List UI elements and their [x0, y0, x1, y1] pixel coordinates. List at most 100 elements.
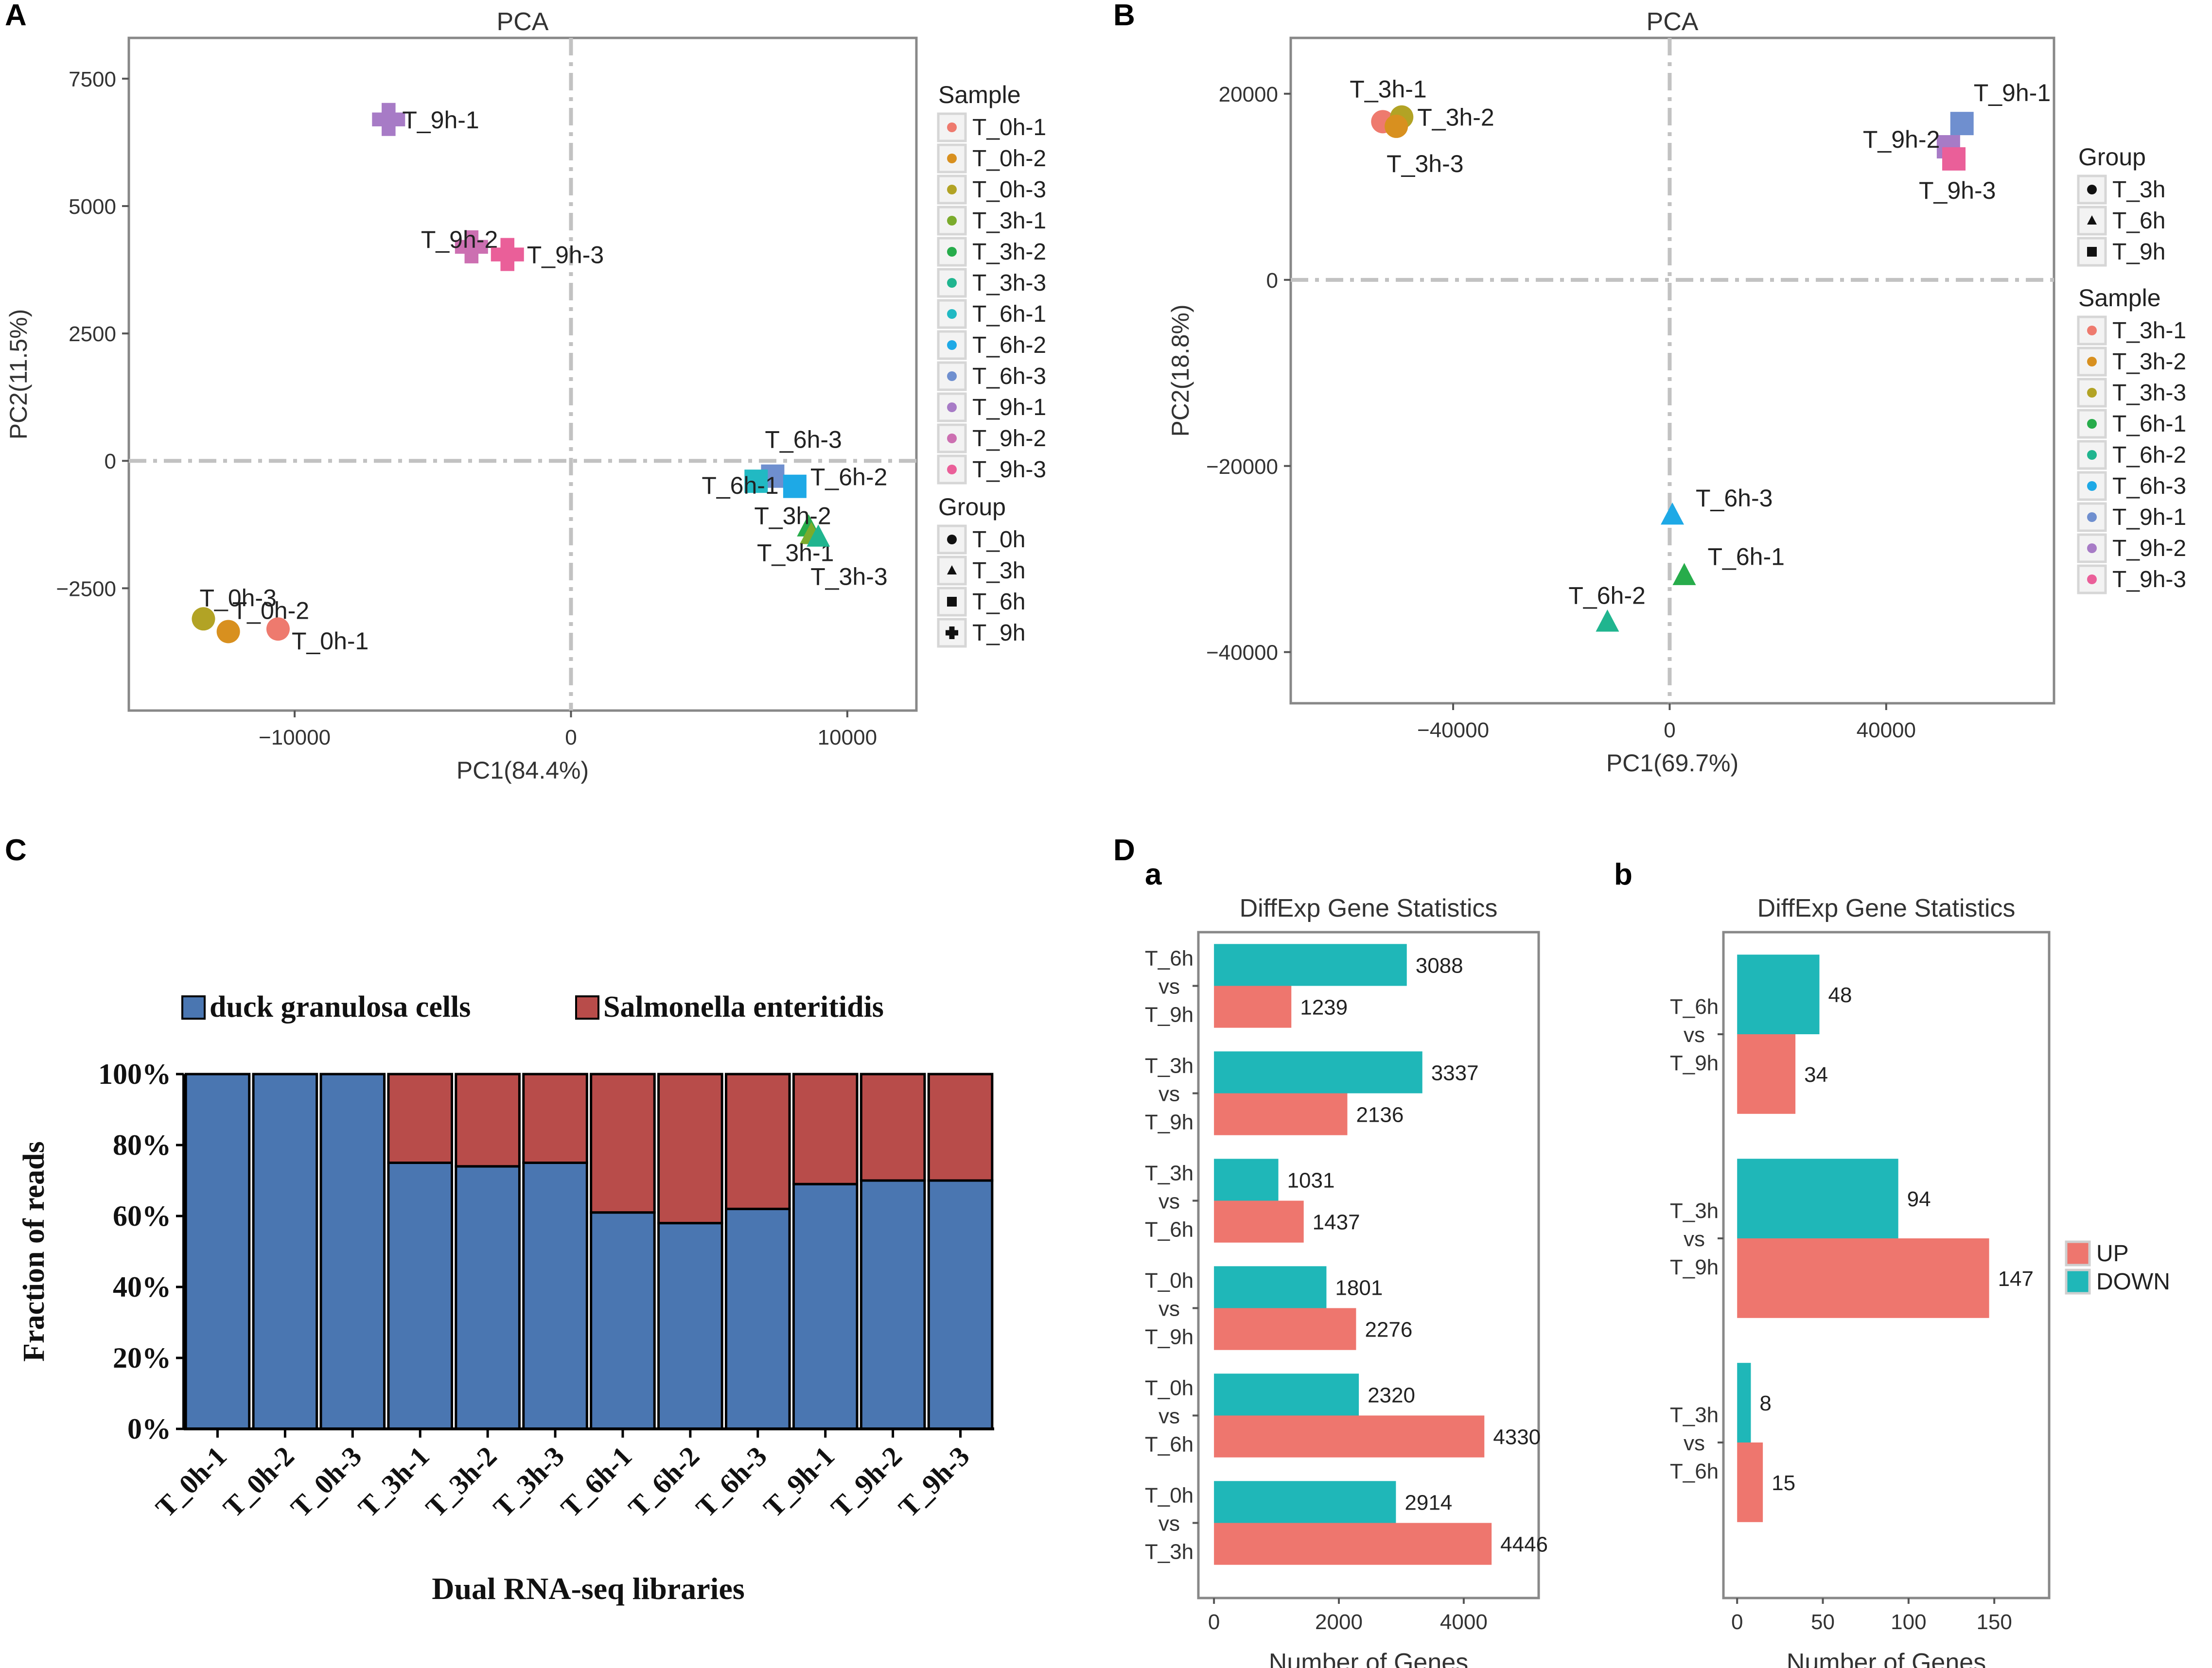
bar-segment — [725, 1073, 791, 1210]
y-tick-label: 0% — [127, 1413, 171, 1445]
bar-value-label: 94 — [1907, 1187, 1931, 1211]
data-point — [783, 474, 807, 498]
bar-value-label: 48 — [1828, 983, 1852, 1007]
bar-value-label: 4330 — [1493, 1425, 1541, 1449]
bar-value-label: 2914 — [1404, 1491, 1452, 1514]
bar — [1737, 1034, 1796, 1114]
bar-value-label: 2276 — [1365, 1318, 1412, 1342]
bar — [1737, 1238, 1989, 1318]
bar-segment — [184, 1073, 251, 1430]
plot-title: DiffExp Gene Statistics — [1757, 894, 2016, 922]
legend-key-symbol — [2087, 247, 2097, 257]
legend-key-symbol — [947, 465, 957, 474]
legend-label: T_9h-1 — [972, 395, 1046, 420]
y-tick-label: 100% — [98, 1058, 171, 1090]
data-point — [216, 620, 240, 643]
plot-frame — [1289, 36, 2055, 705]
bar — [1737, 1363, 1751, 1442]
data-point — [1661, 502, 1684, 525]
bar — [1214, 1481, 1396, 1523]
x-tick-label: 2000 — [1315, 1610, 1363, 1634]
category-label: T_3h — [1670, 1403, 1719, 1427]
category-label: T_9h — [1670, 1051, 1719, 1075]
panel-label-d-b: b — [1614, 858, 1633, 891]
legend-label: T_3h — [972, 558, 1025, 584]
category-label: T_9h — [1145, 1325, 1194, 1349]
data-point — [192, 607, 215, 631]
legend-label: T_0h-1 — [972, 115, 1046, 140]
bar — [1214, 1159, 1279, 1201]
x-tick-label: T_0h-1 — [149, 1440, 232, 1523]
category-label: vs — [1684, 1431, 1705, 1455]
panel-label-a: A — [5, 0, 27, 32]
category-label: T_6h — [1145, 1433, 1194, 1457]
panel-label-d-a: a — [1145, 858, 1162, 891]
bar-value-label: 2136 — [1356, 1103, 1404, 1127]
x-tick-label: T_9h-1 — [757, 1440, 841, 1523]
legend-label: T_3h-2 — [2112, 349, 2186, 375]
legend-key-symbol — [2087, 326, 2097, 335]
y-tick-label: 80% — [113, 1129, 171, 1161]
point-label: T_9h-1 — [1974, 79, 2051, 106]
category-label: T_0h — [1145, 1376, 1194, 1400]
legend-key-symbol — [947, 278, 957, 288]
legend-label: T_6h — [972, 589, 1025, 615]
category-label: vs — [1159, 1405, 1180, 1428]
point-label: T_3h-3 — [810, 563, 887, 591]
bar-segment — [387, 1073, 453, 1164]
data-point — [491, 238, 524, 271]
bar-segment — [522, 1162, 588, 1430]
x-tick-label: −40000 — [1417, 718, 1489, 742]
x-axis-title: Dual RNA-seq libraries — [432, 1571, 745, 1606]
bar-value-label: 34 — [1804, 1063, 1828, 1087]
legend-key-symbol — [947, 185, 957, 194]
y-tick-label: −20000 — [1206, 455, 1278, 479]
data-point — [1596, 609, 1619, 632]
bar-segment — [927, 1179, 994, 1430]
legend-label: T_9h-3 — [972, 457, 1046, 483]
data-point — [1950, 112, 1974, 136]
category-label: vs — [1159, 975, 1180, 999]
point-label: T_6h-2 — [810, 464, 887, 491]
pca-plot-a: PCA −10000 0 10000 −2500 0 2500 5000 7500 PC1(84.… — [5, 8, 1046, 784]
bar-segment — [455, 1165, 521, 1430]
point-label: T_6h-1 — [702, 472, 778, 499]
x-tick-label: 0 — [1664, 718, 1675, 742]
legend-key-symbol — [947, 371, 957, 381]
point-label: T_9h-2 — [421, 226, 498, 253]
x-tick-label: T_6h-2 — [622, 1440, 705, 1523]
category-label: T_3h — [1145, 1162, 1194, 1185]
legend-key-symbol — [2087, 388, 2097, 398]
bar-segment — [860, 1179, 926, 1430]
category-label: T_6h — [1670, 995, 1719, 1019]
category-label: T_6h — [1145, 947, 1194, 971]
bar-value-label: 2320 — [1368, 1383, 1415, 1407]
data-point — [455, 230, 488, 263]
point-label: T_9h-3 — [527, 242, 604, 269]
category-label: T_0h — [1145, 1484, 1194, 1508]
point-label: T_9h-1 — [402, 106, 479, 134]
panel-label-c: C — [5, 834, 27, 867]
bar — [1214, 1523, 1492, 1565]
bar-segment — [387, 1162, 453, 1430]
category-label: T_3h — [1145, 1054, 1194, 1078]
bar — [1214, 944, 1407, 986]
legend-label: T_9h-2 — [972, 426, 1046, 452]
legend-key-symbol — [947, 340, 957, 350]
legend-swatch — [2065, 1240, 2091, 1267]
legend-label: T_6h-3 — [2112, 473, 2186, 499]
data-point — [1385, 114, 1408, 138]
legend-key-symbol — [947, 309, 957, 319]
bar-value-label: 3088 — [1416, 954, 1463, 977]
bar-value-label: 1801 — [1335, 1276, 1383, 1300]
point-label: T_6h-3 — [1696, 485, 1773, 512]
legend-label: T_6h — [2112, 208, 2165, 234]
bar-value-label: 15 — [1772, 1471, 1795, 1495]
legend-title: Group — [938, 493, 1006, 521]
point-label: T_0h-2 — [232, 597, 309, 624]
legend-title: Sample — [2078, 284, 2161, 312]
legend-label: T_3h — [2112, 177, 2165, 203]
legend-label: T_9h-1 — [2112, 504, 2186, 530]
bar-segment — [927, 1073, 994, 1182]
data-point — [807, 524, 830, 547]
